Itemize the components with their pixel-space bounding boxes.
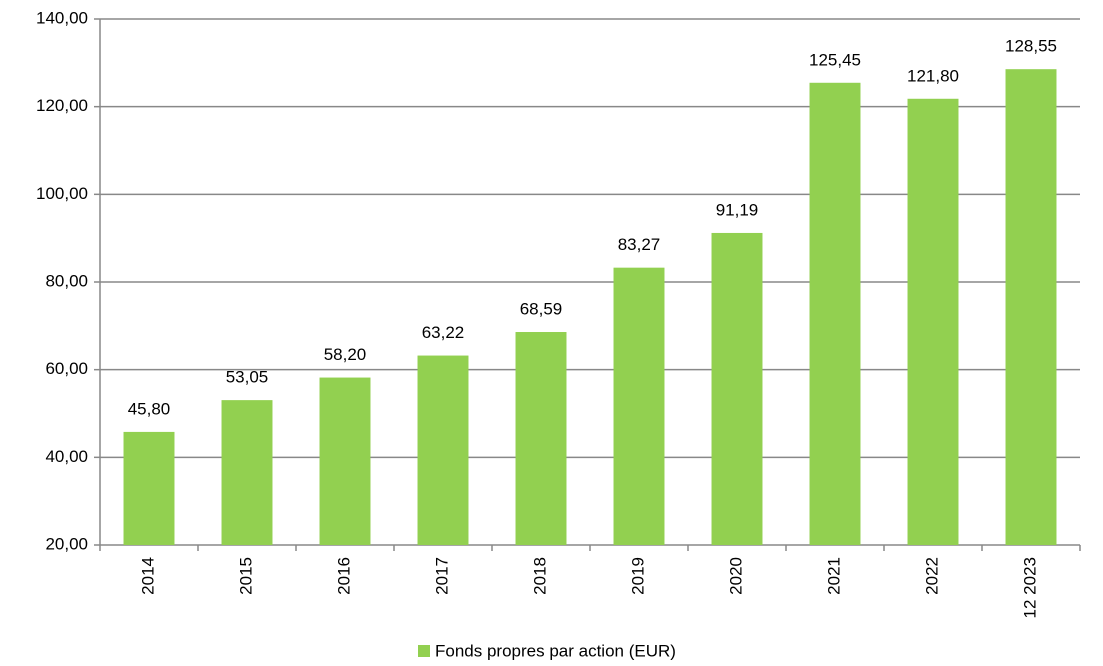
data-label: 58,20 xyxy=(324,345,367,364)
data-label: 83,27 xyxy=(618,235,661,254)
data-label: 53,05 xyxy=(226,368,269,387)
data-label: 128,55 xyxy=(1005,37,1057,56)
x-tick-label: 2022 xyxy=(922,557,941,595)
bar xyxy=(319,377,371,545)
x-tick-label: 2020 xyxy=(726,557,745,595)
bar xyxy=(613,267,665,545)
y-tick-label: 120,00 xyxy=(36,96,88,115)
bar xyxy=(809,82,861,545)
bar xyxy=(907,98,959,545)
x-tick-label: 2015 xyxy=(236,557,255,595)
y-tick-label: 100,00 xyxy=(36,184,88,203)
y-tick-label: 60,00 xyxy=(45,359,88,378)
y-tick-label: 40,00 xyxy=(45,447,88,466)
x-tick-label: 2016 xyxy=(334,557,353,595)
bar xyxy=(417,355,469,545)
legend-swatch xyxy=(418,645,430,657)
legend-label: Fonds propres par action (EUR) xyxy=(435,641,676,660)
x-tick-label: 2018 xyxy=(530,557,549,595)
y-tick-label: 80,00 xyxy=(45,271,88,290)
x-tick-label: 2014 xyxy=(138,557,157,595)
bar xyxy=(221,400,273,545)
bar xyxy=(711,232,763,545)
data-label: 125,45 xyxy=(809,50,861,69)
x-tick-label: 2021 xyxy=(824,557,843,595)
y-tick-label: 20,00 xyxy=(45,534,88,553)
x-tick-label: 12 2023 xyxy=(1020,557,1039,618)
bar xyxy=(1005,69,1057,546)
x-tick-label: 2017 xyxy=(432,557,451,595)
bar xyxy=(123,431,175,545)
data-label: 91,19 xyxy=(716,200,759,219)
x-tick-label: 2019 xyxy=(628,557,647,595)
data-label: 45,80 xyxy=(128,399,171,418)
data-label: 63,22 xyxy=(422,323,465,342)
data-label: 68,59 xyxy=(520,299,563,318)
bar xyxy=(515,332,567,545)
data-label: 121,80 xyxy=(907,66,959,85)
y-tick-label: 140,00 xyxy=(36,8,88,27)
